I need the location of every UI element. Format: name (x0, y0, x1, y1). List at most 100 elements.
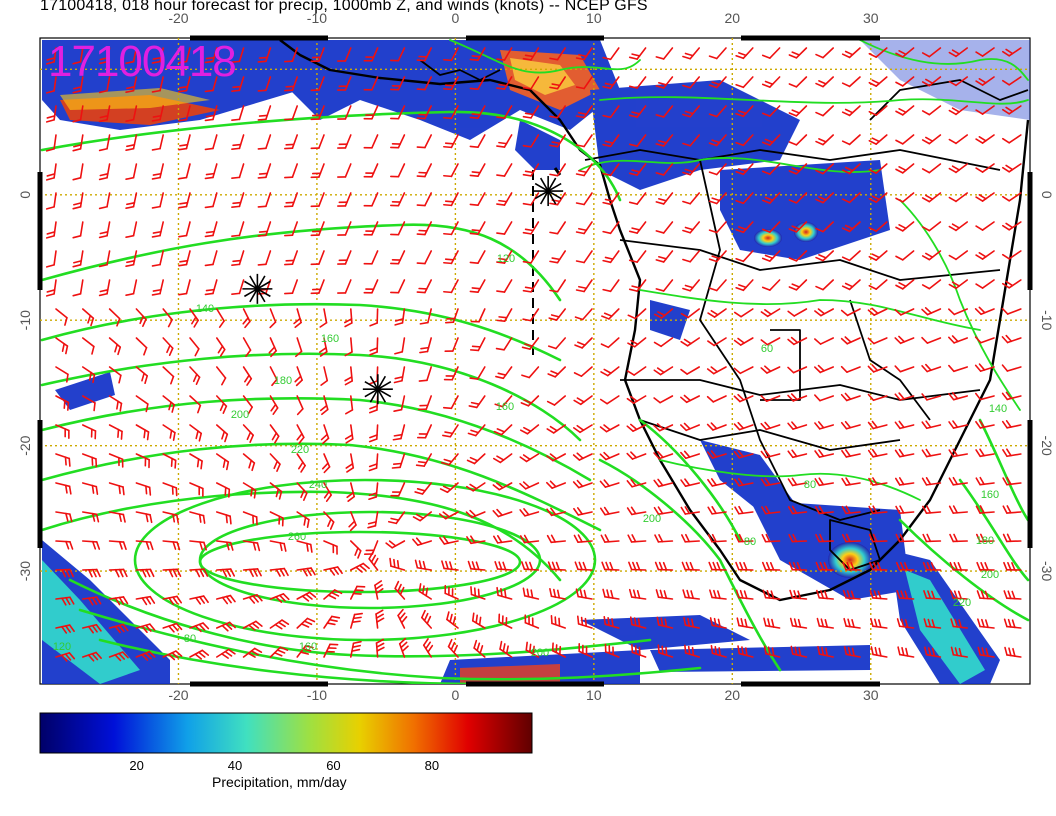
wind-barb (921, 250, 942, 261)
wind-barb (242, 594, 263, 604)
wind-barb (655, 134, 674, 147)
wind-barb (894, 448, 915, 458)
contour-label: 140 (196, 303, 214, 315)
wind-barb (367, 511, 379, 529)
wind-barb (390, 76, 406, 91)
wind-barb (468, 395, 486, 409)
wind-barb (55, 540, 74, 550)
wind-barb (417, 395, 433, 411)
wind-barb (733, 477, 754, 487)
wind-barb (72, 163, 84, 181)
wind-barb (760, 421, 781, 431)
wind-barb (216, 648, 236, 659)
wind-barb (414, 559, 433, 571)
wind-barb (135, 595, 156, 606)
wind-barb (242, 453, 256, 472)
wind-barb (55, 568, 75, 578)
wind-barb (895, 163, 915, 174)
wind-barb (706, 422, 727, 431)
wind-barb (492, 482, 513, 491)
wind-barb (162, 424, 176, 441)
wind-barb (216, 511, 232, 525)
wind-barb (443, 250, 459, 265)
wind-barb (626, 451, 647, 460)
wind-barb (923, 590, 942, 600)
wind-barb (242, 308, 251, 329)
wind-barb (55, 395, 70, 411)
wind-barb (868, 192, 888, 203)
wind-barb (923, 618, 942, 629)
wind-barb (390, 192, 406, 207)
wind-barb (549, 47, 567, 61)
wind-barb (600, 337, 620, 349)
wind-barb (82, 482, 99, 495)
wind-barb (178, 192, 191, 209)
wind-barb (162, 540, 181, 551)
wind-barb (418, 366, 433, 382)
wind-barb (345, 453, 355, 473)
wind-barb (189, 568, 209, 578)
wind-barb (894, 365, 915, 373)
wind-barb (418, 583, 433, 600)
wind-barb (922, 561, 942, 571)
wind-barb (921, 105, 942, 116)
wind-barb (135, 568, 155, 578)
wind-barb (815, 134, 835, 146)
wind-barb (151, 105, 164, 122)
wind-barb (349, 540, 362, 559)
wind-barb (682, 76, 701, 89)
wind-barb (496, 76, 513, 90)
wind-barb (706, 366, 727, 375)
wind-barb (787, 308, 808, 317)
wind-barb (178, 279, 191, 296)
wind-barb (337, 192, 352, 207)
wind-barb (1001, 307, 1022, 315)
wind-barb (242, 395, 253, 415)
asterisk-marker (242, 273, 273, 304)
wind-barb (599, 451, 620, 461)
wind-barb (708, 134, 727, 147)
wind-barb (788, 134, 808, 146)
wind-barb (841, 192, 861, 204)
wind-barb (349, 640, 362, 658)
wind-barb (522, 76, 540, 90)
wind-barb (390, 47, 406, 62)
wind-barb (547, 561, 567, 571)
wind-barb (419, 308, 433, 325)
wind-barb (948, 47, 969, 58)
wind-barb (349, 585, 366, 600)
chart-title: 17100418, 018 hour forecast for precip, … (40, 0, 648, 14)
contour-label: 260 (288, 531, 306, 543)
wind-barb (337, 105, 352, 120)
wind-barb (682, 105, 701, 118)
wind-barb (189, 622, 210, 633)
wind-barb (45, 76, 57, 94)
wind-barb (98, 105, 111, 123)
wind-barb (337, 221, 352, 236)
wind-barb (975, 420, 995, 429)
wind-barb (870, 646, 888, 658)
wind-barb (108, 453, 124, 468)
wind-barb (1001, 163, 1022, 173)
wind-barb (760, 449, 781, 459)
wind-barb (443, 221, 459, 236)
wind-barb (135, 424, 150, 441)
wind-barb (467, 560, 486, 571)
wind-barb (761, 105, 781, 117)
wind-barb (975, 279, 995, 289)
wind-barb (1004, 646, 1022, 658)
wind-barb (761, 533, 781, 543)
wind-barb (242, 366, 253, 386)
wind-barb (521, 337, 540, 350)
wind-barb (162, 308, 173, 328)
wind-barb (814, 421, 835, 430)
wind-barb (975, 505, 995, 514)
wind-barb (98, 47, 111, 65)
wind-barb (375, 609, 385, 629)
wind-barb (682, 279, 701, 292)
wind-barb (151, 250, 164, 267)
wind-barb (682, 192, 701, 205)
wind-barb (498, 613, 513, 629)
wind-barb (602, 588, 620, 600)
wind-barb (257, 221, 272, 237)
